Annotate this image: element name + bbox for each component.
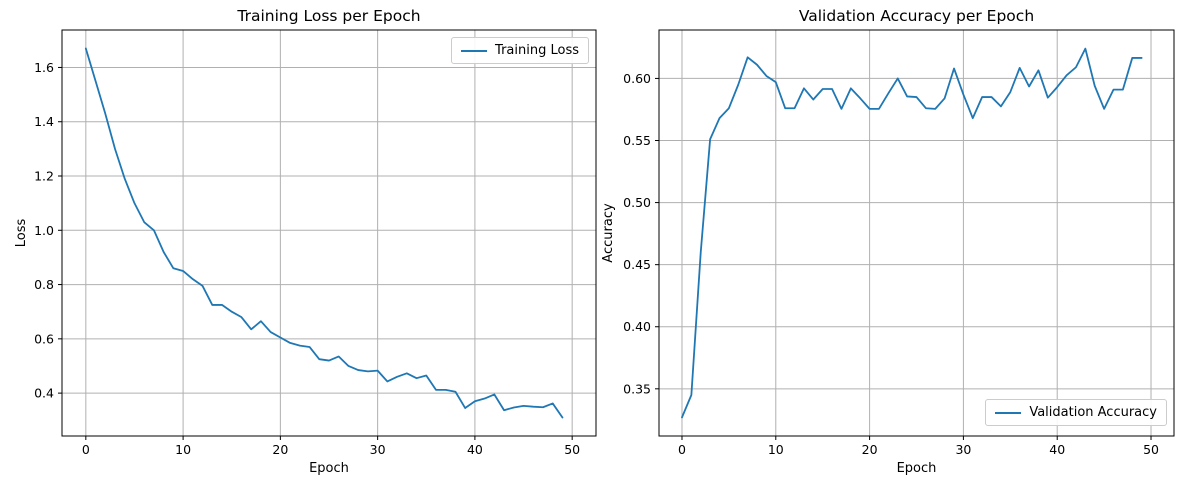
axes-frame (658, 29, 1175, 437)
x-tick-label: 50 (564, 442, 580, 457)
x-tick-label: 50 (1143, 442, 1159, 457)
y-tick-label: 0.55 (623, 133, 651, 148)
x-axis-label: Epoch (309, 461, 349, 476)
y-tick-label: 0.60 (623, 71, 651, 86)
legend: Training Loss (451, 37, 589, 64)
y-tick-label: 0.4 (34, 386, 54, 401)
x-tick-label: 20 (272, 442, 288, 457)
y-tick-label: 1.4 (34, 114, 54, 129)
legend-line-swatch (995, 411, 1022, 414)
y-axis-label: Accuracy (601, 203, 616, 263)
x-axis-label: Epoch (896, 461, 937, 476)
y-tick-label: 1.6 (34, 60, 54, 75)
legend-line-swatch (461, 49, 488, 52)
x-tick-label: 10 (175, 442, 191, 457)
legend-label: Validation Accuracy (1029, 405, 1157, 420)
data-line (681, 47, 1143, 419)
x-tick-label: 40 (467, 442, 483, 457)
y-tick-label: 0.40 (623, 319, 651, 334)
chart-title: Validation Accuracy per Epoch (798, 7, 1035, 25)
legend: Validation Accuracy (985, 399, 1167, 426)
legend-label: Training Loss (495, 43, 579, 58)
y-tick-label: 0.8 (34, 277, 54, 292)
x-tick-label: 20 (862, 442, 878, 457)
y-tick-label: 1.0 (34, 223, 54, 238)
y-tick-label: 0.35 (623, 381, 651, 396)
y-axis-label: Loss (14, 218, 29, 248)
data-line (84, 47, 564, 419)
chart-title: Training Loss per Epoch (237, 7, 421, 25)
x-tick-label: 10 (768, 442, 784, 457)
x-tick-label: 40 (1049, 442, 1065, 457)
y-tick-label: 0.50 (623, 195, 651, 210)
y-tick-label: 0.6 (34, 331, 54, 346)
axes-frame (61, 29, 597, 437)
x-tick-label: 0 (82, 442, 90, 457)
x-tick-label: 30 (955, 442, 971, 457)
x-tick-label: 30 (370, 442, 386, 457)
y-tick-label: 0.45 (623, 257, 651, 272)
x-tick-label: 0 (678, 442, 686, 457)
y-tick-label: 1.2 (34, 169, 54, 184)
